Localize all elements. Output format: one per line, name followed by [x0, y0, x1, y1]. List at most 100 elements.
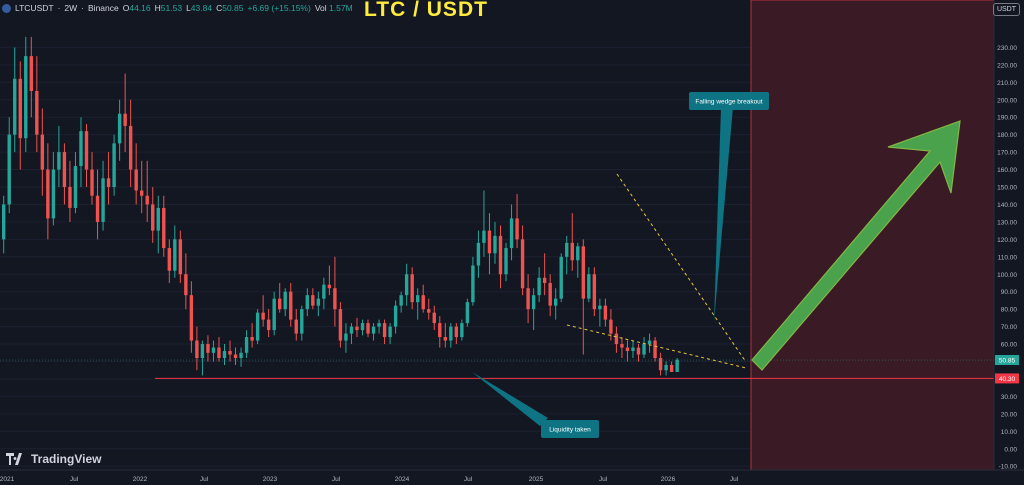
candle-body [24, 56, 28, 139]
candle [338, 302, 343, 348]
wedge-upper-line [616, 173, 747, 363]
candle [520, 225, 525, 296]
candle [636, 344, 641, 362]
candle [140, 160, 144, 214]
interval-label[interactable]: 2W [64, 3, 78, 13]
candle [427, 298, 431, 320]
candle [117, 99, 122, 161]
x-tick-label: 2026 [661, 476, 676, 483]
y-tick-label: 110.00 [998, 254, 1018, 261]
candle [128, 99, 133, 187]
candle-body [233, 354, 238, 359]
candle [112, 134, 116, 196]
overlays: Falling wedge breakout Liquidity taken [0, 92, 994, 438]
candle-body [344, 333, 348, 341]
candle [134, 143, 138, 205]
candle-body [449, 326, 453, 341]
candle-body [576, 246, 580, 261]
candle-body [349, 326, 354, 334]
candle [438, 316, 442, 348]
candle-body [471, 265, 475, 303]
candle [305, 288, 309, 317]
x-tick-label: Jul [200, 476, 209, 483]
candle [29, 36, 33, 118]
x-tick-label: 2023 [263, 476, 278, 483]
candle-body [7, 134, 11, 205]
candle-body [211, 347, 216, 353]
candle-body [520, 239, 525, 289]
candle [382, 319, 387, 345]
candle [40, 108, 45, 196]
candle [261, 295, 265, 327]
wedge-callout-pointer [714, 107, 733, 322]
candle [162, 195, 166, 257]
y-tick-label: 200.00 [997, 97, 1017, 104]
candle [46, 143, 50, 240]
support-price-label: 40.30 [999, 376, 1016, 383]
candle-body [145, 195, 149, 205]
candle [250, 323, 254, 348]
candle-body [173, 239, 177, 271]
candle [388, 323, 392, 345]
candle-body [128, 125, 133, 170]
candle-body [13, 78, 17, 135]
candle [2, 195, 6, 254]
tradingview-logo[interactable]: TradingView [6, 452, 101, 466]
candle [371, 323, 376, 341]
x-tick-label: Jul [730, 476, 739, 483]
candle [84, 124, 89, 187]
candle [454, 323, 459, 345]
candle-body [305, 295, 309, 310]
candle-body [338, 309, 343, 341]
candle [614, 326, 619, 353]
candle-body [278, 298, 282, 310]
candle-body [371, 326, 376, 334]
current-price-tag [995, 355, 1019, 366]
candle-body [432, 312, 436, 324]
candle-body [228, 351, 232, 355]
candle [57, 125, 61, 187]
y-tick-label: 70.00 [1001, 324, 1018, 331]
candle [554, 288, 558, 320]
candle-body [443, 337, 447, 341]
symbol-label[interactable]: LTCUSDT [15, 3, 54, 13]
candle [156, 195, 160, 254]
candle-body [68, 187, 72, 208]
candle [278, 282, 282, 313]
candle [101, 160, 105, 231]
x-axis[interactable]: 2021 Jul 2022 Jul 2023 Jul 2024 Jul 2025 Jul 2026 J… [0, 469, 1024, 483]
candle-body [140, 190, 144, 196]
candle-body [592, 274, 597, 310]
y-tick-label: 170.00 [997, 150, 1017, 157]
candle-body [609, 319, 613, 334]
candle-body [675, 359, 679, 372]
candle-body [95, 195, 100, 222]
candle [344, 323, 348, 353]
candle [393, 300, 398, 334]
candle-body [526, 288, 530, 310]
wedge-callout-box [689, 92, 769, 110]
candle [322, 277, 326, 310]
currency-button[interactable]: USDT [992, 3, 1020, 16]
tradingview-icon [6, 453, 22, 465]
candle [145, 160, 149, 222]
candle-body [117, 113, 122, 144]
x-tick-label: Jul [332, 476, 341, 483]
candle [482, 190, 486, 257]
candle-body [565, 242, 569, 257]
candle [548, 274, 552, 317]
candle-body [498, 235, 503, 275]
candle-body [84, 131, 89, 170]
candle [625, 340, 630, 362]
candle-body [272, 298, 276, 331]
candle-body [410, 274, 414, 303]
candle [675, 358, 679, 372]
candle-body [377, 323, 381, 327]
liquidity-callout-pointer [472, 372, 548, 426]
y-axis[interactable]: 230.00 220.00 210.00 200.00 190.00 180.00 170.… [993, 0, 1019, 471]
candle [255, 309, 260, 345]
candle-body [316, 298, 321, 306]
candle-body [509, 218, 514, 249]
candle [471, 256, 475, 306]
